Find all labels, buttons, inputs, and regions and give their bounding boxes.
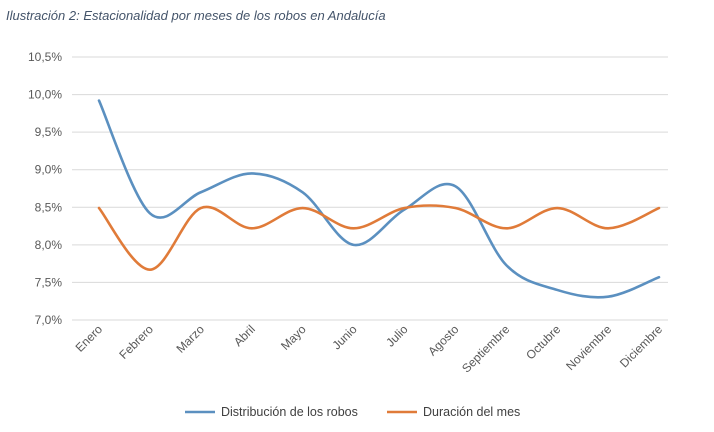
y-tick-label: 7,5% xyxy=(35,275,63,289)
x-tick-label: Julio xyxy=(383,322,411,350)
x-tick-label: Enero xyxy=(73,322,106,355)
x-tick-label: Abril xyxy=(231,322,258,349)
series-line-2 xyxy=(97,204,661,271)
y-tick-label: 8,5% xyxy=(35,200,63,214)
x-tick-label: Septiembre xyxy=(459,322,513,376)
legend-label: Duración del mes xyxy=(423,405,520,419)
x-tick-label: Marzo xyxy=(173,322,207,356)
x-tick-label: Octubre xyxy=(523,322,563,362)
y-tick-label: 7,0% xyxy=(35,313,63,327)
y-tick-label: 10,5% xyxy=(28,50,62,64)
y-tick-label: 9,5% xyxy=(35,125,63,139)
x-tick-label: Agosto xyxy=(425,322,462,359)
y-tick-label: 9,0% xyxy=(35,163,63,177)
y-tick-label: 8,0% xyxy=(35,238,63,252)
y-tick-label: 10,0% xyxy=(28,88,62,102)
x-tick-label: Junio xyxy=(329,322,359,352)
series-line-1 xyxy=(97,99,661,299)
legend-label: Distribución de los robos xyxy=(221,405,358,419)
x-tick-label: Mayo xyxy=(278,322,309,353)
x-tick-label: Febrero xyxy=(116,322,156,362)
x-tick-label: Diciembre xyxy=(617,322,665,370)
x-tick-label: Noviembre xyxy=(563,322,614,373)
chart-title: Ilustración 2: Estacionalidad por meses … xyxy=(6,8,386,23)
